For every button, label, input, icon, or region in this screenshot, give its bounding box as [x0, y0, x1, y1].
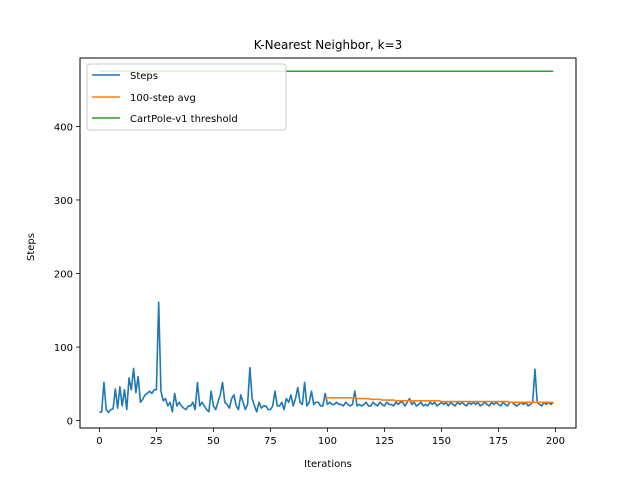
x-tick-label: 50: [207, 436, 220, 447]
legend-label-steps: Steps: [130, 71, 158, 82]
y-tick-label: 200: [54, 270, 73, 281]
y-tick-label: 100: [54, 343, 73, 354]
series-line-1: [325, 397, 554, 404]
x-tick-label: 175: [489, 436, 508, 447]
x-tick-label: 75: [264, 436, 277, 447]
x-tick-label: 150: [432, 436, 451, 447]
y-tick-label: 300: [54, 196, 73, 207]
legend-label-threshold: CartPole-v1 threshold: [130, 114, 238, 125]
x-axis-label: Iterations: [304, 459, 352, 470]
x-tick-label: 0: [96, 436, 102, 447]
x-tick-label: 100: [318, 436, 337, 447]
chart-title: K-Nearest Neighbor, k=3: [254, 38, 403, 52]
y-axis: 0 100 200 300 400: [54, 122, 80, 428]
series-line-0: [99, 301, 554, 414]
legend: Steps 100-step avg CartPole-v1 threshold: [86, 63, 287, 131]
legend-box: [86, 63, 287, 131]
x-tick-label: 25: [150, 436, 163, 447]
y-tick-label: 0: [67, 417, 73, 428]
legend-label-avg: 100-step avg: [130, 93, 196, 104]
x-tick-label: 200: [546, 436, 565, 447]
x-tick-label: 125: [375, 436, 394, 447]
y-tick-label: 400: [54, 122, 73, 133]
x-axis: 0 25 50 75 100 125 150 175 200: [96, 428, 565, 447]
y-axis-label: Steps: [26, 233, 37, 261]
plot-frame: [79, 57, 577, 429]
